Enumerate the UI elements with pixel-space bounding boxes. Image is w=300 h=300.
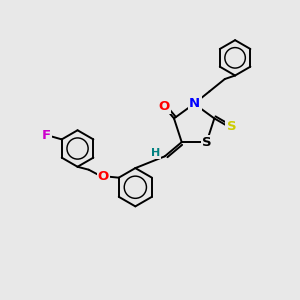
Text: O: O	[158, 100, 169, 112]
Text: N: N	[189, 97, 200, 110]
Text: H: H	[151, 148, 160, 158]
Text: F: F	[42, 129, 51, 142]
Text: S: S	[227, 121, 236, 134]
Text: O: O	[98, 170, 109, 183]
Text: S: S	[202, 136, 212, 149]
